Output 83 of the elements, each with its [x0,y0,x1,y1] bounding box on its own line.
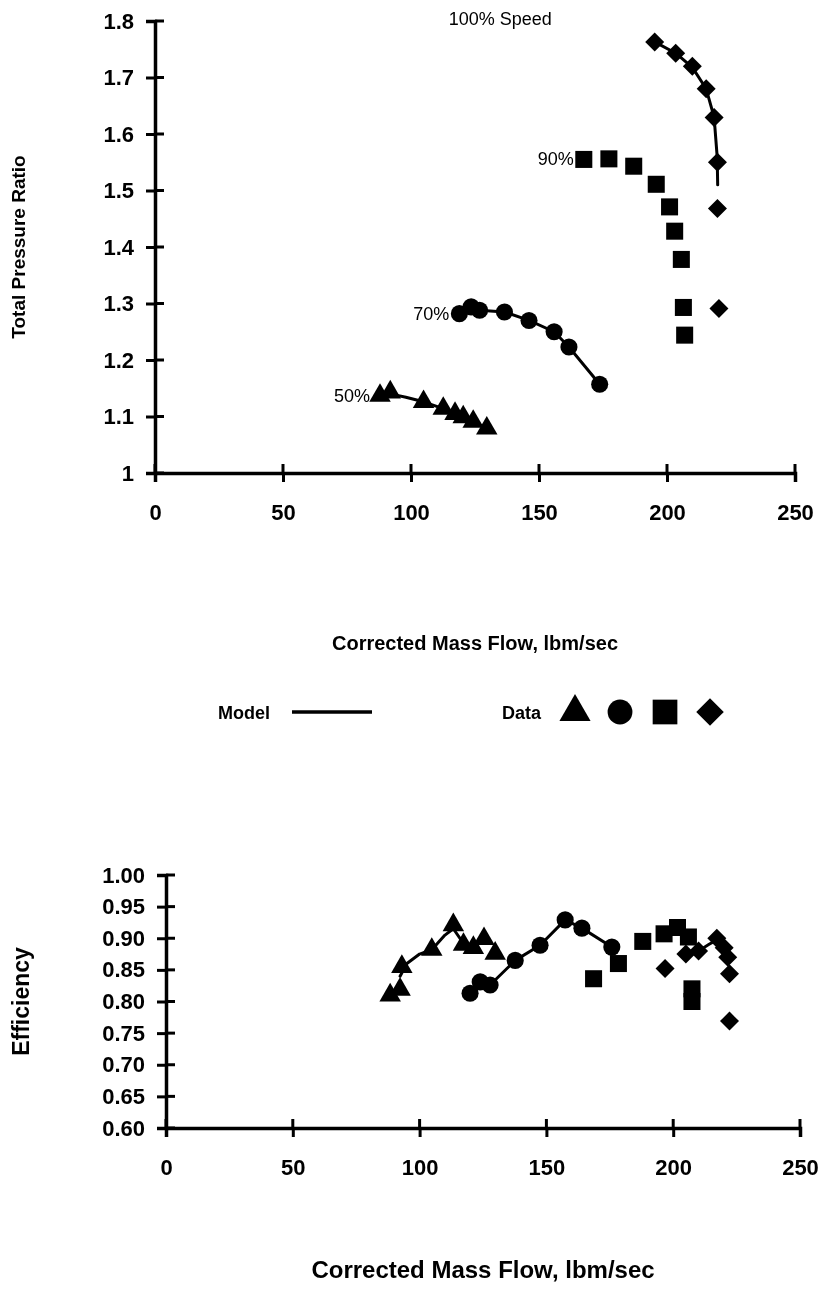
point [682,56,702,76]
y-tick-label: 1.00 [102,862,145,888]
x-tick-label: 100 [401,1154,439,1180]
point [591,375,609,393]
y-tick-label: 1.8 [103,8,134,34]
point [450,305,468,323]
point [585,970,603,988]
point [720,964,739,984]
y-tick-label: 0.95 [102,894,145,920]
y-axis-title: Efficiency [8,946,34,1056]
x-tick-label: 50 [271,499,296,525]
y-tick-label: 0.60 [102,1115,145,1141]
x-axis-title: Corrected Mass Flow, lbm/sec [311,1256,655,1283]
point [689,941,709,961]
annotation: 50% [333,385,371,406]
x-tick-label: 150 [528,1154,566,1180]
point [481,976,499,994]
y-tick-label: 1.6 [103,121,134,147]
point [573,919,591,937]
point [600,150,618,168]
point [707,928,727,948]
point [471,301,489,319]
y-tick-label: 0.90 [102,925,145,951]
point [634,932,652,950]
annotation: 100% Speed [448,9,552,29]
point [495,303,513,321]
y-tick-label: 0.85 [102,957,145,983]
point [556,911,574,929]
y-tick-label: 1 [121,460,134,486]
y-tick-label: 0.80 [102,989,145,1015]
point [520,311,538,329]
point [672,250,690,268]
annotation: 70% [413,303,450,324]
annotation: 90% [537,149,574,170]
point [560,338,578,356]
point [625,157,643,175]
y-tick-label: 1.7 [103,65,134,91]
point [603,938,621,956]
point [696,79,716,99]
y-tick-label: 1.5 [103,178,134,204]
point [704,108,724,128]
point [645,32,665,52]
y-tick-label: 1.1 [103,404,134,430]
point [718,947,738,967]
y-tick-label: 1.2 [103,347,134,373]
point [676,944,696,964]
point [709,299,729,319]
point [609,955,627,973]
point [661,198,679,216]
x-tick-label: 200 [655,1154,693,1180]
point [666,43,686,63]
legend-label: Data [502,703,542,723]
point [506,951,524,969]
point [461,984,479,1002]
y-axis-title: Total Pressure Ratio [8,155,29,339]
x-tick-label: 0 [149,499,162,525]
y-tick-label: 0.70 [102,1052,145,1078]
y-tick-label: 1.3 [103,291,134,317]
point [676,326,694,344]
x-axis-title: Corrected Mass Flow, lbm/sec [331,632,619,654]
legend-label: Model [218,703,270,723]
x-tick-label: 150 [521,499,558,525]
x-tick-label: 250 [777,499,814,525]
point [666,222,684,240]
y-tick-label: 0.65 [102,1083,145,1109]
point [720,1011,739,1031]
point [655,959,675,979]
x-tick-label: 100 [393,499,430,525]
point [707,199,727,219]
x-tick-label: 250 [782,1154,819,1180]
point [647,175,665,193]
point [707,152,727,172]
x-tick-label: 0 [160,1154,173,1180]
y-tick-label: 1.4 [103,234,135,260]
point [679,928,697,946]
point [531,936,549,954]
point [545,323,563,341]
x-tick-label: 50 [281,1154,306,1180]
point [674,298,692,316]
point [683,992,701,1011]
x-tick-label: 200 [649,499,686,525]
point [575,150,593,168]
y-tick-label: 0.75 [102,1020,145,1046]
